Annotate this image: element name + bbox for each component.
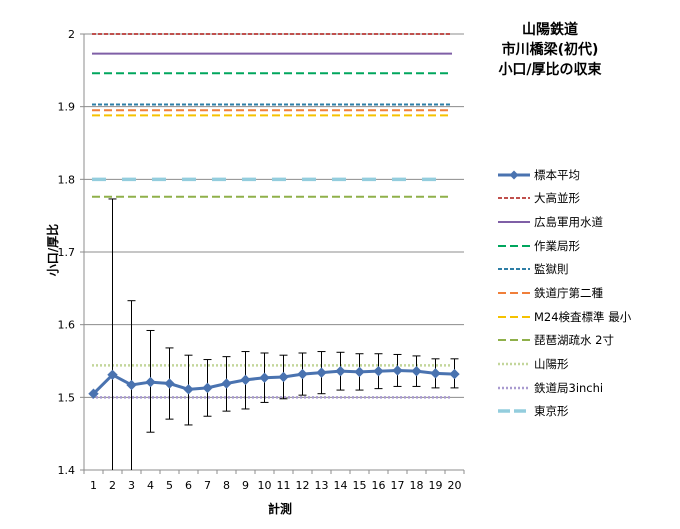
legend-item-10: 東京形 — [496, 399, 676, 423]
x-tick-label-15: 16 — [372, 479, 386, 492]
legend-label: M24検査標準 最小 — [534, 309, 632, 324]
legend-label: 大高並形 — [534, 191, 580, 206]
legend-label: 山陽形 — [534, 356, 569, 371]
data-point-13 — [316, 367, 327, 378]
x-tick-label-2: 3 — [128, 479, 135, 492]
legend-swatch — [498, 221, 530, 224]
x-tick-label-10: 11 — [277, 479, 291, 492]
legend-swatch — [498, 386, 530, 389]
data-point-3 — [126, 379, 137, 391]
legend-item-2: 広島軍用水道 — [496, 210, 676, 234]
x-tick-label-11: 12 — [296, 479, 310, 492]
legend-swatch — [498, 292, 530, 295]
y-tick-label-5: 1.9 — [58, 101, 76, 114]
legend-label: 監獄則 — [534, 262, 569, 277]
x-tick-label-18: 19 — [429, 479, 443, 492]
data-point-20 — [449, 368, 460, 380]
data-point-6 — [183, 384, 194, 395]
x-tick-label-7: 8 — [223, 479, 230, 492]
legend-item-9: 鉄道局3inchi — [496, 376, 676, 400]
data-point-9 — [240, 374, 251, 386]
x-tick-label-0: 1 — [90, 479, 97, 492]
x-tick-label-16: 17 — [391, 479, 405, 492]
data-point-14 — [335, 365, 346, 377]
x-tick-label-14: 15 — [353, 479, 367, 492]
x-tick-label-12: 13 — [315, 479, 329, 492]
legend-label: 琵琶湖疏水 2寸 — [534, 333, 614, 348]
data-point-10 — [259, 372, 270, 383]
chart-title-line-2: 市川橋梁(初代) — [501, 42, 599, 58]
legend-label: 鉄道局3inchi — [534, 380, 604, 395]
legend-label: 作業局形 — [534, 238, 580, 253]
series-mean — [88, 365, 460, 399]
legend-swatch — [498, 244, 530, 247]
data-point-7 — [202, 382, 213, 394]
x-tick-label-13: 14 — [334, 479, 348, 492]
legend-swatch — [498, 197, 530, 200]
legend-item-4: 監獄則 — [496, 258, 676, 282]
data-point-18 — [411, 365, 422, 377]
data-point-1 — [88, 388, 99, 399]
data-point-15 — [354, 366, 365, 378]
chart-title-line-1: 山陽鉄道 — [522, 22, 578, 38]
x-axis-label: 計測 — [267, 502, 292, 516]
x-tick-label-1: 2 — [109, 479, 116, 492]
x-tick-label-9: 10 — [258, 479, 272, 492]
data-point-19 — [430, 368, 441, 379]
data-point-8 — [221, 378, 232, 389]
legend: 標本平均大高並形広島軍用水道 作業局形監獄則鉄道庁第二種 M24検査標準 最小 琵琶湖… — [496, 163, 676, 423]
chart-title: 山陽鉄道 市川橋梁(初代) 小口/厚比の収束 — [470, 20, 630, 80]
legend-swatch — [498, 170, 530, 180]
legend-label: 鉄道庁第二種 — [534, 286, 603, 301]
y-tick-label-4: 1.8 — [58, 173, 76, 186]
legend-item-5: 鉄道庁第二種 — [496, 281, 676, 305]
chart-title-line-3: 小口/厚比の収束 — [498, 62, 602, 78]
legend-swatch — [498, 315, 530, 318]
data-point-16 — [373, 365, 384, 377]
data-point-11 — [278, 371, 289, 383]
legend-label: 広島軍用水道 — [534, 215, 603, 230]
legend-label: 東京形 — [534, 404, 569, 419]
y-axis-label: 小口/厚比 — [46, 223, 60, 277]
x-tick-label-3: 4 — [147, 479, 154, 492]
legend-item-0: 標本平均 — [496, 163, 676, 187]
data-point-4 — [145, 376, 156, 388]
error-bar-2 — [108, 198, 117, 470]
data-point-5 — [164, 378, 175, 389]
axes — [80, 33, 465, 474]
data-point-12 — [297, 368, 308, 380]
legend-item-8: 山陽形 — [496, 352, 676, 376]
legend-swatch — [498, 362, 530, 366]
x-tick-label-4: 5 — [166, 479, 173, 492]
x-tick-label-19: 20 — [448, 479, 462, 492]
legend-swatch — [498, 409, 530, 413]
legend-swatch-marker — [509, 170, 519, 180]
legend-item-3: 作業局形 — [496, 234, 676, 258]
x-tick-label-6: 7 — [204, 479, 211, 492]
x-tick-label-5: 6 — [185, 479, 192, 492]
legend-swatch — [498, 339, 530, 342]
y-tick-label-1: 1.5 — [58, 391, 76, 404]
legend-label: 標本平均 — [534, 167, 580, 182]
tick-labels: 1.41.51.61.71.81.921 2 3 4 5 6 7 8 9 10 11 12 13 14 15… — [58, 28, 462, 492]
data-point-17 — [392, 365, 403, 376]
data-point-2 — [107, 369, 118, 381]
legend-item-7: 琵琶湖疏水 2寸 — [496, 328, 676, 352]
y-tick-label-0: 1.4 — [58, 464, 76, 477]
reference-lines — [92, 33, 452, 399]
legend-item-6: M24検査標準 最小 — [496, 305, 676, 329]
y-tick-label-6: 2 — [68, 28, 75, 41]
x-tick-label-17: 18 — [410, 479, 424, 492]
y-tick-label-2: 1.6 — [58, 319, 76, 332]
y-tick-label-3: 1.7 — [58, 246, 76, 259]
legend-swatch — [498, 268, 530, 271]
legend-item-1: 大高並形 — [496, 187, 676, 211]
x-tick-label-8: 9 — [242, 479, 249, 492]
